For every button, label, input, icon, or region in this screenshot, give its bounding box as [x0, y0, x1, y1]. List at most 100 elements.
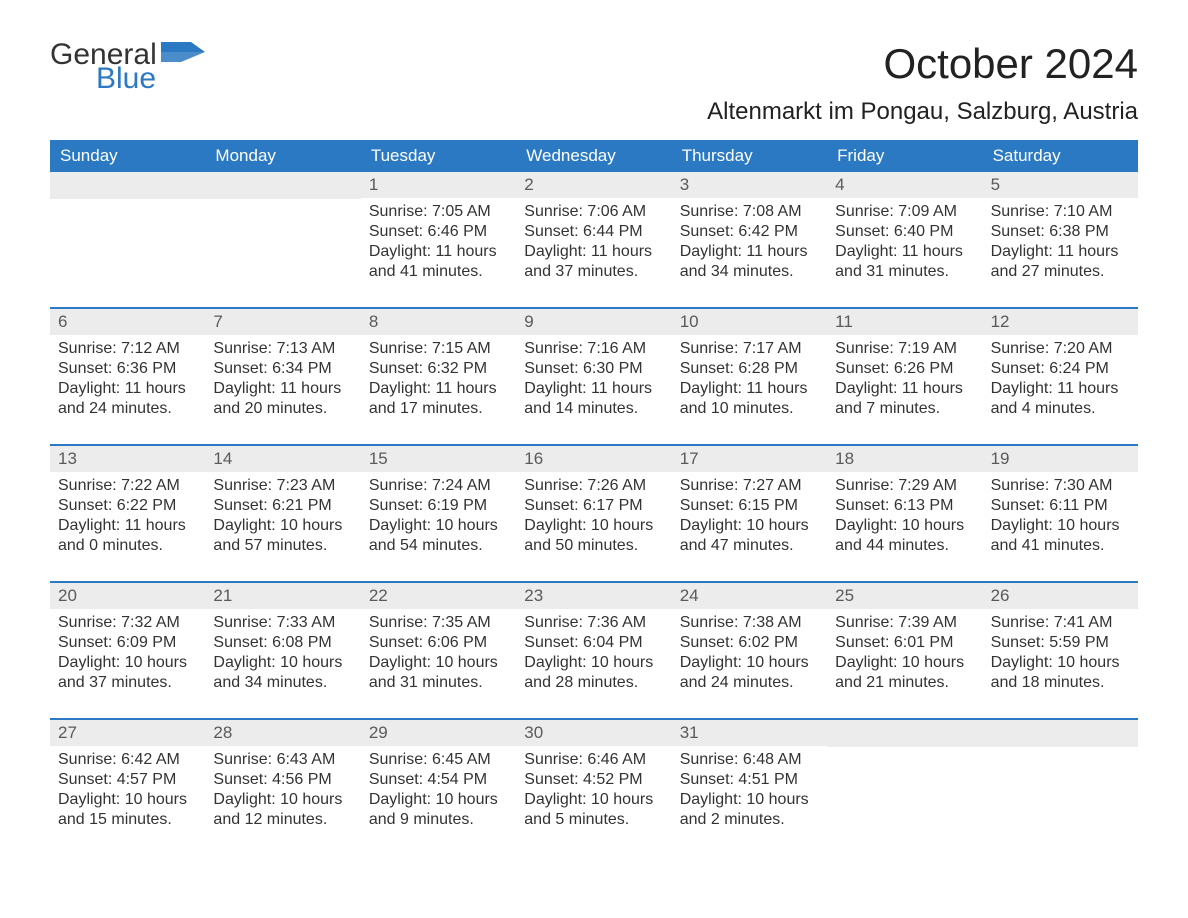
daylight-line1: Daylight: 11 hours	[835, 379, 974, 399]
daylight-line1: Daylight: 11 hours	[213, 379, 352, 399]
day-details: Sunrise: 6:46 AMSunset: 4:52 PMDaylight:…	[516, 746, 671, 836]
sunrise-text: Sunrise: 7:13 AM	[213, 339, 352, 359]
day-details: Sunrise: 6:43 AMSunset: 4:56 PMDaylight:…	[205, 746, 360, 836]
day-number: 7	[205, 309, 360, 335]
day-number: 23	[516, 583, 671, 609]
sunset-text: Sunset: 6:42 PM	[680, 222, 819, 242]
sunrise-text: Sunrise: 7:08 AM	[680, 202, 819, 222]
day-number: 29	[361, 720, 516, 746]
daylight-line1: Daylight: 10 hours	[524, 790, 663, 810]
day-details: Sunrise: 6:45 AMSunset: 4:54 PMDaylight:…	[361, 746, 516, 836]
sunrise-text: Sunrise: 7:19 AM	[835, 339, 974, 359]
sunset-text: Sunset: 4:52 PM	[524, 770, 663, 790]
calendar-cell: 3Sunrise: 7:08 AMSunset: 6:42 PMDaylight…	[672, 172, 827, 307]
calendar-cell: 12Sunrise: 7:20 AMSunset: 6:24 PMDayligh…	[983, 309, 1138, 444]
daylight-line1: Daylight: 10 hours	[213, 790, 352, 810]
calendar-cell: 25Sunrise: 7:39 AMSunset: 6:01 PMDayligh…	[827, 583, 982, 718]
day-number: 19	[983, 446, 1138, 472]
day-number: 27	[50, 720, 205, 746]
sunrise-text: Sunrise: 6:45 AM	[369, 750, 508, 770]
daylight-line2: and 27 minutes.	[991, 262, 1130, 282]
sunset-text: Sunset: 6:04 PM	[524, 633, 663, 653]
day-number: 11	[827, 309, 982, 335]
day-details: Sunrise: 7:24 AMSunset: 6:19 PMDaylight:…	[361, 472, 516, 562]
day-details: Sunrise: 7:20 AMSunset: 6:24 PMDaylight:…	[983, 335, 1138, 425]
sunrise-text: Sunrise: 7:22 AM	[58, 476, 197, 496]
week-row: 13Sunrise: 7:22 AMSunset: 6:22 PMDayligh…	[50, 444, 1138, 581]
calendar-cell: 5Sunrise: 7:10 AMSunset: 6:38 PMDaylight…	[983, 172, 1138, 307]
day-header-row: Sunday Monday Tuesday Wednesday Thursday…	[50, 140, 1138, 172]
day-number: 9	[516, 309, 671, 335]
daylight-line1: Daylight: 10 hours	[680, 516, 819, 536]
day-number: 22	[361, 583, 516, 609]
daylight-line1: Daylight: 10 hours	[524, 653, 663, 673]
sunrise-text: Sunrise: 6:42 AM	[58, 750, 197, 770]
logo-word-blue: Blue	[96, 64, 205, 94]
day-details: Sunrise: 7:13 AMSunset: 6:34 PMDaylight:…	[205, 335, 360, 425]
sunrise-text: Sunrise: 7:17 AM	[680, 339, 819, 359]
sunset-text: Sunset: 6:28 PM	[680, 359, 819, 379]
sunrise-text: Sunrise: 7:41 AM	[991, 613, 1130, 633]
day-details: Sunrise: 7:35 AMSunset: 6:06 PMDaylight:…	[361, 609, 516, 699]
daylight-line1: Daylight: 10 hours	[369, 790, 508, 810]
calendar: Sunday Monday Tuesday Wednesday Thursday…	[50, 140, 1138, 855]
day-details: Sunrise: 7:38 AMSunset: 6:02 PMDaylight:…	[672, 609, 827, 699]
sunrise-text: Sunrise: 7:10 AM	[991, 202, 1130, 222]
sunset-text: Sunset: 6:46 PM	[369, 222, 508, 242]
daylight-line1: Daylight: 10 hours	[680, 790, 819, 810]
empty-daynum	[827, 720, 982, 747]
daylight-line1: Daylight: 10 hours	[369, 516, 508, 536]
sunset-text: Sunset: 6:01 PM	[835, 633, 974, 653]
empty-daynum	[983, 720, 1138, 747]
day-header-tue: Tuesday	[361, 140, 516, 172]
calendar-cell: 24Sunrise: 7:38 AMSunset: 6:02 PMDayligh…	[672, 583, 827, 718]
sunrise-text: Sunrise: 7:23 AM	[213, 476, 352, 496]
sunrise-text: Sunrise: 7:12 AM	[58, 339, 197, 359]
sunrise-text: Sunrise: 7:27 AM	[680, 476, 819, 496]
header: General Blue October 2024 Altenmarkt im …	[50, 40, 1138, 126]
sunrise-text: Sunrise: 7:20 AM	[991, 339, 1130, 359]
calendar-cell	[827, 720, 982, 855]
daylight-line1: Daylight: 10 hours	[58, 653, 197, 673]
day-number: 12	[983, 309, 1138, 335]
day-details: Sunrise: 7:17 AMSunset: 6:28 PMDaylight:…	[672, 335, 827, 425]
calendar-cell: 18Sunrise: 7:29 AMSunset: 6:13 PMDayligh…	[827, 446, 982, 581]
week-row: 6Sunrise: 7:12 AMSunset: 6:36 PMDaylight…	[50, 307, 1138, 444]
sunset-text: Sunset: 4:57 PM	[58, 770, 197, 790]
calendar-cell: 17Sunrise: 7:27 AMSunset: 6:15 PMDayligh…	[672, 446, 827, 581]
day-header-sat: Saturday	[983, 140, 1138, 172]
daylight-line1: Daylight: 11 hours	[369, 242, 508, 262]
sunset-text: Sunset: 6:40 PM	[835, 222, 974, 242]
sunset-text: Sunset: 6:30 PM	[524, 359, 663, 379]
daylight-line2: and 2 minutes.	[680, 810, 819, 830]
daylight-line1: Daylight: 11 hours	[991, 242, 1130, 262]
sunset-text: Sunset: 6:24 PM	[991, 359, 1130, 379]
day-details: Sunrise: 7:32 AMSunset: 6:09 PMDaylight:…	[50, 609, 205, 699]
sunrise-text: Sunrise: 7:38 AM	[680, 613, 819, 633]
calendar-cell: 6Sunrise: 7:12 AMSunset: 6:36 PMDaylight…	[50, 309, 205, 444]
day-number: 18	[827, 446, 982, 472]
daylight-line2: and 15 minutes.	[58, 810, 197, 830]
weeks-container: 1Sunrise: 7:05 AMSunset: 6:46 PMDaylight…	[50, 172, 1138, 855]
day-details: Sunrise: 7:08 AMSunset: 6:42 PMDaylight:…	[672, 198, 827, 288]
sunset-text: Sunset: 6:19 PM	[369, 496, 508, 516]
calendar-cell: 20Sunrise: 7:32 AMSunset: 6:09 PMDayligh…	[50, 583, 205, 718]
day-header-mon: Monday	[205, 140, 360, 172]
day-details: Sunrise: 7:22 AMSunset: 6:22 PMDaylight:…	[50, 472, 205, 562]
daylight-line2: and 24 minutes.	[58, 399, 197, 419]
daylight-line2: and 31 minutes.	[835, 262, 974, 282]
sunset-text: Sunset: 6:02 PM	[680, 633, 819, 653]
daylight-line2: and 21 minutes.	[835, 673, 974, 693]
calendar-cell	[983, 720, 1138, 855]
daylight-line1: Daylight: 11 hours	[58, 516, 197, 536]
sunset-text: Sunset: 4:54 PM	[369, 770, 508, 790]
daylight-line2: and 28 minutes.	[524, 673, 663, 693]
sunset-text: Sunset: 5:59 PM	[991, 633, 1130, 653]
calendar-cell: 31Sunrise: 6:48 AMSunset: 4:51 PMDayligh…	[672, 720, 827, 855]
daylight-line1: Daylight: 10 hours	[58, 790, 197, 810]
daylight-line1: Daylight: 10 hours	[369, 653, 508, 673]
day-number: 20	[50, 583, 205, 609]
calendar-cell: 7Sunrise: 7:13 AMSunset: 6:34 PMDaylight…	[205, 309, 360, 444]
daylight-line2: and 12 minutes.	[213, 810, 352, 830]
calendar-cell: 22Sunrise: 7:35 AMSunset: 6:06 PMDayligh…	[361, 583, 516, 718]
